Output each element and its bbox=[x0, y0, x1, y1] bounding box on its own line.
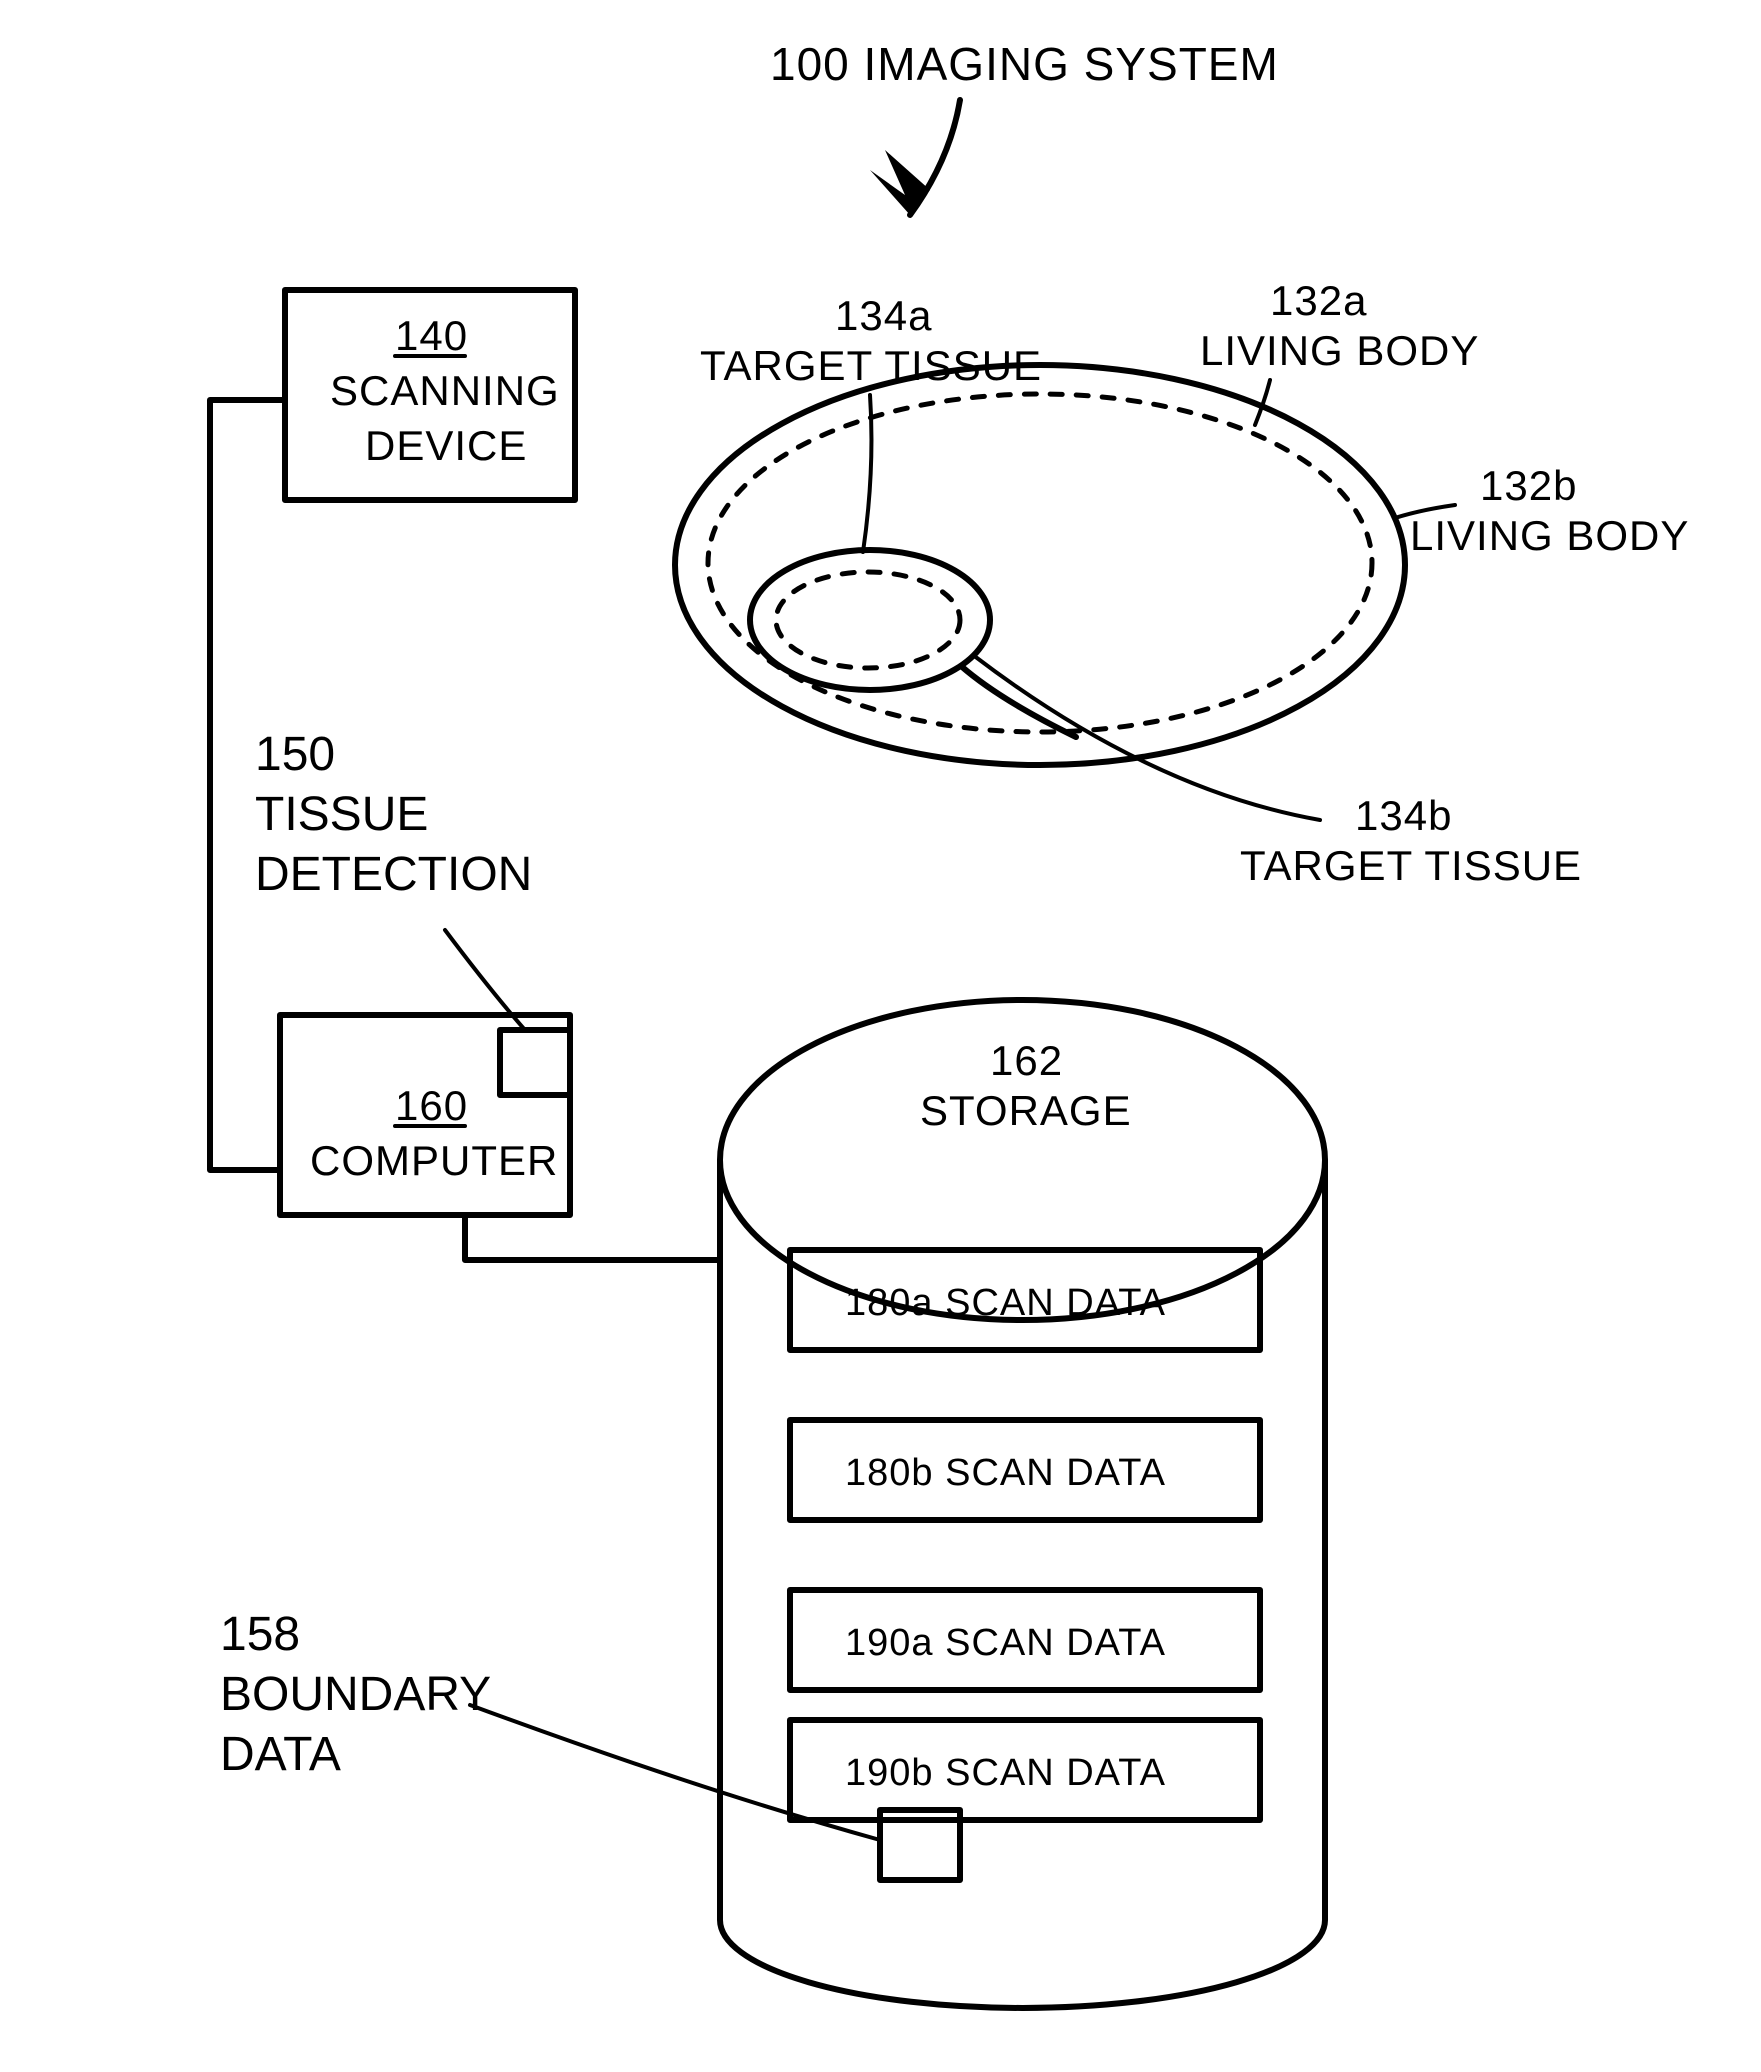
svg-text:134a: 134a bbox=[835, 292, 932, 339]
label-target-tissue-b: 134bTARGET TISSUE bbox=[973, 655, 1582, 889]
label-target-tissue-a: 134aTARGET TISSUE bbox=[700, 292, 1042, 552]
boundary-data-label-2: DATA bbox=[220, 1728, 341, 1781]
tissue-detection-module-box bbox=[500, 1030, 570, 1095]
tissue-detection-ref: 150 bbox=[255, 728, 335, 781]
svg-text:132b: 132b bbox=[1480, 462, 1577, 509]
scanning-device-label-2: DEVICE bbox=[365, 422, 527, 469]
living-body-link bbox=[961, 666, 1076, 737]
scan-data-label: 180b SCAN DATA bbox=[845, 1452, 1166, 1494]
target-tissue-inner bbox=[776, 572, 960, 668]
scanning-device-label-1: SCANNING bbox=[330, 367, 560, 414]
label-living-body-a: 132aLIVING BODY bbox=[1200, 277, 1479, 425]
scanning-device-ref: 140 bbox=[395, 312, 468, 359]
svg-text:LIVING BODY: LIVING BODY bbox=[1410, 512, 1689, 559]
connector-scanner-computer bbox=[210, 400, 285, 1170]
scan-data-label: 190a SCAN DATA bbox=[845, 1622, 1166, 1664]
scan-data-label: 180a SCAN DATA bbox=[845, 1282, 1166, 1324]
title-arrow-head-icon bbox=[870, 150, 930, 215]
tissue-detection-label-2: DETECTION bbox=[255, 848, 532, 901]
computer-ref: 160 bbox=[395, 1082, 468, 1129]
boundary-data-ref: 158 bbox=[220, 1608, 300, 1661]
svg-text:TARGET TISSUE: TARGET TISSUE bbox=[1240, 842, 1582, 889]
svg-text:134b: 134b bbox=[1355, 792, 1452, 839]
boundary-data-label-1: BOUNDARY bbox=[220, 1668, 491, 1721]
svg-text:132a: 132a bbox=[1270, 277, 1367, 324]
connector-computer-storage bbox=[465, 1215, 720, 1260]
storage-ref: 162 bbox=[990, 1037, 1063, 1084]
svg-text:LIVING BODY: LIVING BODY bbox=[1200, 327, 1479, 374]
diagram-title: 100 IMAGING SYSTEM bbox=[770, 38, 1279, 90]
label-living-body-b: 132bLIVING BODY bbox=[1395, 462, 1689, 559]
tissue-detection-label-1: TISSUE bbox=[255, 788, 428, 841]
storage-label: STORAGE bbox=[920, 1087, 1132, 1134]
svg-text:TARGET TISSUE: TARGET TISSUE bbox=[700, 342, 1042, 389]
computer-label: COMPUTER bbox=[310, 1137, 558, 1184]
living-body-outer bbox=[675, 365, 1405, 765]
scan-data-label: 190b SCAN DATA bbox=[845, 1752, 1166, 1794]
storage-cylinder: 162 STORAGE 180a SCAN DATA 180b SCAN DATA… bbox=[720, 1000, 1325, 2008]
